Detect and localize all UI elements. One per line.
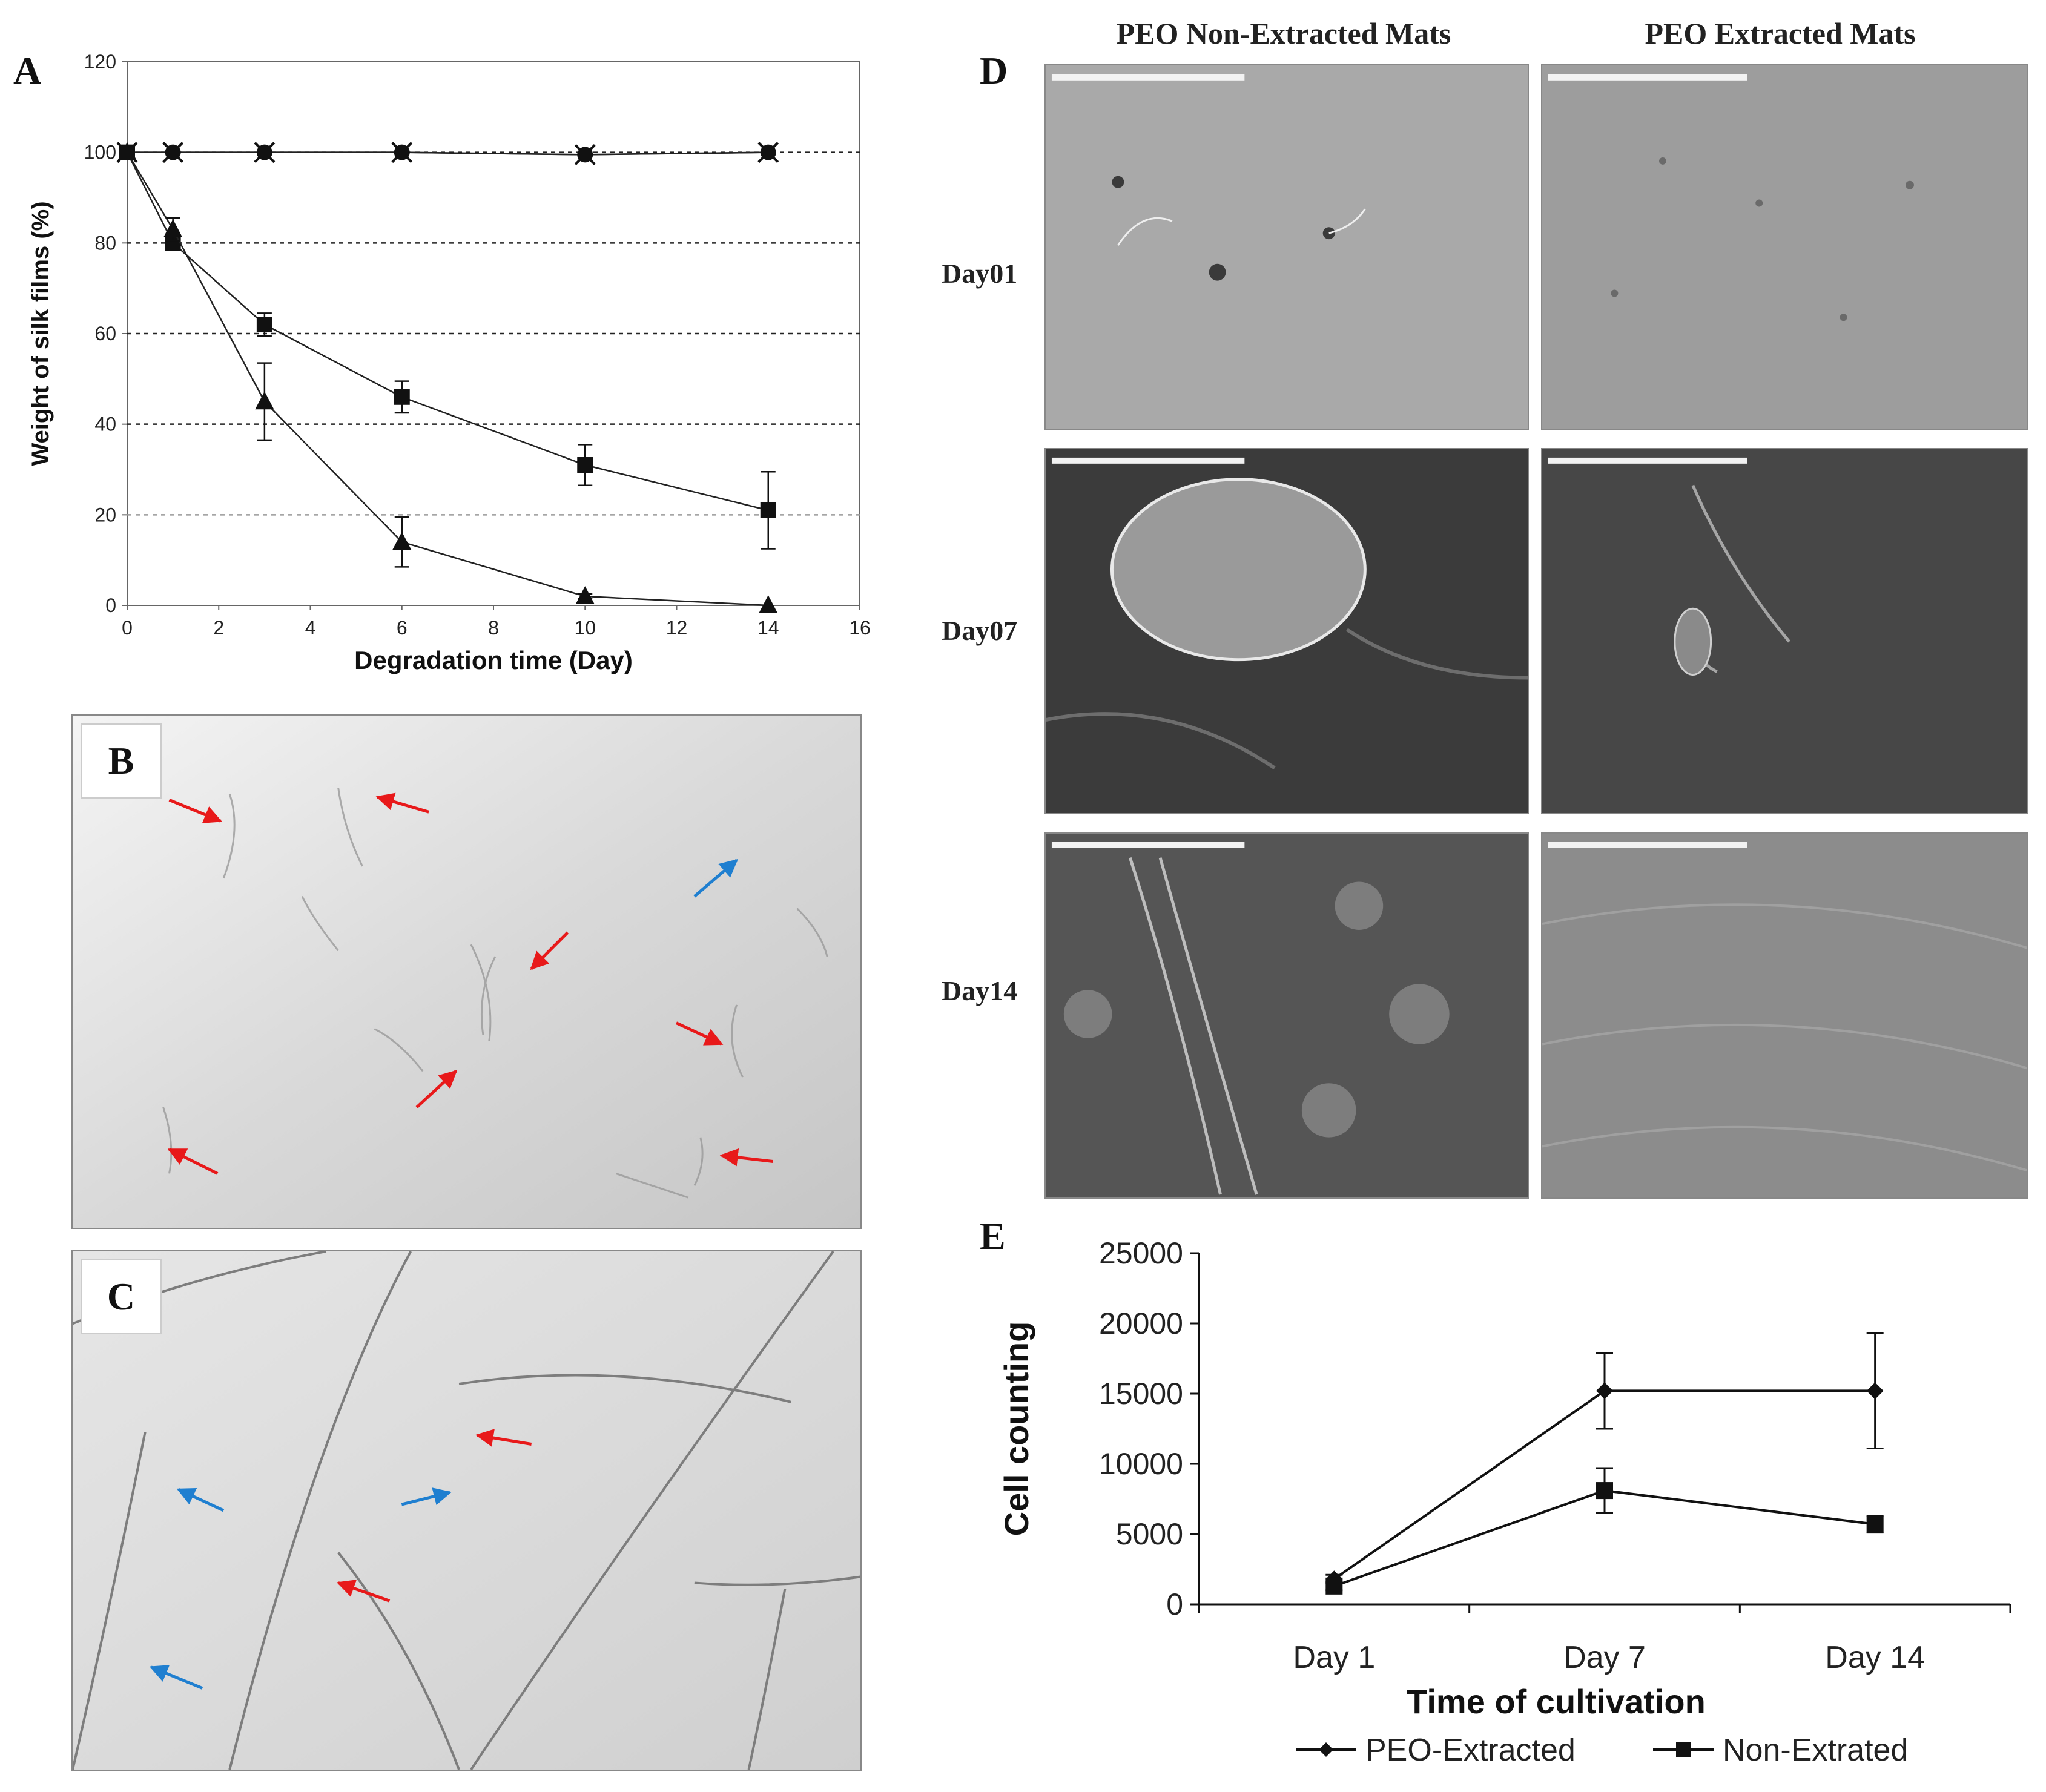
data-point [760,502,776,518]
series-square [1325,1467,1884,1595]
y-tick-label: 25000 [1099,1236,1183,1270]
panel-label-c: C [81,1259,162,1334]
data-point [575,586,595,605]
data-point [577,147,593,163]
series-line [126,152,768,607]
cell-count-chart: 0 5000 10000 15000 20000 25000 Day 1 Day 7 Day 1… [997,1236,2011,1768]
row-header-day07: Day07 [942,615,1018,646]
data-point [1596,1382,1613,1400]
data-point [392,532,412,550]
micrograph-d-day01-non-extracted [1044,64,1529,430]
series-triangle [117,142,778,613]
x-tick-label: 4 [305,617,316,639]
legend-item: Non-Extrated [1653,1733,1908,1768]
x-tick-label: 0 [122,617,133,639]
y-tick-label: 40 [94,413,116,435]
y-tick-label: 60 [94,323,116,344]
micrograph-c [71,1250,862,1771]
data-point [1325,1577,1343,1595]
panel-label-b: B [81,723,162,799]
x-tick-label: 8 [488,617,499,639]
data-point [255,391,274,410]
row-header-day14: Day14 [942,975,1018,1006]
data-point [760,144,776,160]
y-tick-label: 0 [105,595,116,616]
data-point [1596,1482,1613,1500]
micrograph-d-day01-extracted [1541,64,2028,430]
x-tick-label: 2 [213,617,224,639]
y-tick-label: 10000 [1099,1447,1183,1481]
degradation-chart: 0 20 40 60 80 100 120 0 2 4 6 8 10 12 14 16 Degradation … [27,51,871,674]
legend: PEO-Extracted Non-Extrated [1296,1733,1908,1768]
data-point [256,317,272,333]
legend-marker [1319,1742,1333,1757]
panel-label-a: A [13,49,42,92]
series-square [119,144,776,550]
series-diamond [1325,1332,1884,1588]
x-tick-label: 14 [757,617,779,639]
data-point [117,142,137,160]
micrograph-d-day07-non-extracted [1044,448,1529,814]
legend-item: PEO-Extracted [1296,1733,1576,1768]
y-tick-label: 15000 [1099,1377,1183,1411]
legend-label: Non-Extrated [1723,1733,1908,1768]
column-header-non-extracted: PEO Non-Extracted Mats [1116,16,1451,50]
y-axis-label: Weight of silk films (%) [27,201,54,466]
column-header-extracted: PEO Extracted Mats [1645,16,1916,50]
y-tick-label: 20000 [1099,1306,1183,1340]
y-tick-label: 0 [1166,1587,1183,1621]
row-header-day01: Day01 [942,258,1018,289]
micrograph-d-day14-extracted [1541,832,2028,1199]
x-tick-label: Day 1 [1293,1640,1375,1675]
y-axis-label: Cell counting [997,1322,1035,1537]
series-circle [119,144,776,163]
x-tick-label: Day 7 [1563,1640,1646,1675]
data-point [163,219,183,237]
micrograph-d-day07-extracted [1541,448,2028,814]
y-tick-label: 100 [84,142,116,163]
x-tick-label: 12 [666,617,688,639]
x-axis-label: Time of cultivation [1407,1682,1706,1721]
y-tick-label: 120 [84,51,116,73]
data-point [759,595,778,613]
legend-label: PEO-Extracted [1365,1733,1576,1768]
y-tick-label: 80 [94,232,116,254]
x-tick-label: 16 [849,617,871,639]
x-tick-label: Day 14 [1825,1640,1925,1675]
data-point [394,389,410,405]
data-point [394,144,410,160]
x-tick-label: 10 [574,617,596,639]
micrograph-b [71,714,862,1229]
x-tick-label: 6 [397,617,408,639]
x-axis-label: Degradation time (Day) [354,646,633,674]
panel-label-d: D [980,49,1008,92]
data-point [1866,1382,1884,1400]
micrograph-d-day14-non-extracted [1044,832,1529,1199]
y-tick-label: 5000 [1116,1517,1183,1551]
data-point [1866,1515,1884,1533]
legend-marker [1676,1742,1691,1757]
data-point [577,457,593,473]
panel-label-e: E [980,1214,1006,1257]
data-point [165,144,181,160]
data-point [256,144,272,160]
y-tick-label: 20 [94,504,116,525]
series-line [126,152,769,512]
